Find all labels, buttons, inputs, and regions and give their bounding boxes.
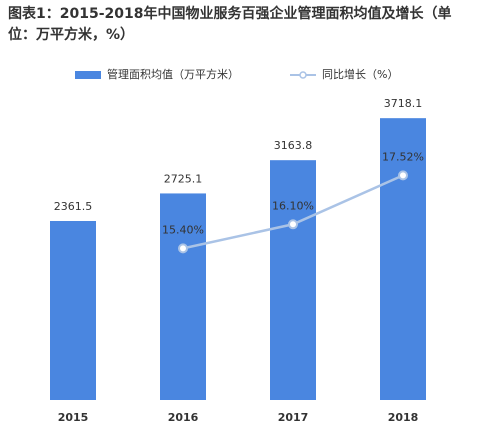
bar-value-label: 3163.8 <box>274 139 313 152</box>
bar-value-label: 3718.1 <box>384 97 423 110</box>
legend-label: 同比增长（%） <box>322 67 398 81</box>
legend-swatch <box>75 71 101 79</box>
legend-marker <box>299 71 307 79</box>
bar <box>160 193 206 400</box>
bar <box>50 220 96 400</box>
x-tick-label: 2016 <box>168 411 199 424</box>
line-value-label: 16.10% <box>272 199 314 212</box>
x-tick-label: 2015 <box>58 411 89 424</box>
bar-value-label: 2725.1 <box>164 172 203 185</box>
line-value-label: 15.40% <box>162 223 204 236</box>
line-value-label: 17.52% <box>382 150 424 163</box>
x-tick-label: 2018 <box>388 411 419 424</box>
bar <box>270 160 316 400</box>
line-marker <box>288 219 298 230</box>
bar <box>380 118 426 400</box>
chart-title: 图表1：2015-2018年中国物业服务百强企业管理面积均值及增长（单位：万平方… <box>8 6 452 43</box>
legend-label: 管理面积均值（万平方米） <box>107 67 239 81</box>
line-marker <box>398 170 408 181</box>
x-tick-label: 2017 <box>278 411 309 424</box>
line-marker <box>178 243 188 254</box>
bar-value-label: 2361.5 <box>54 200 93 213</box>
